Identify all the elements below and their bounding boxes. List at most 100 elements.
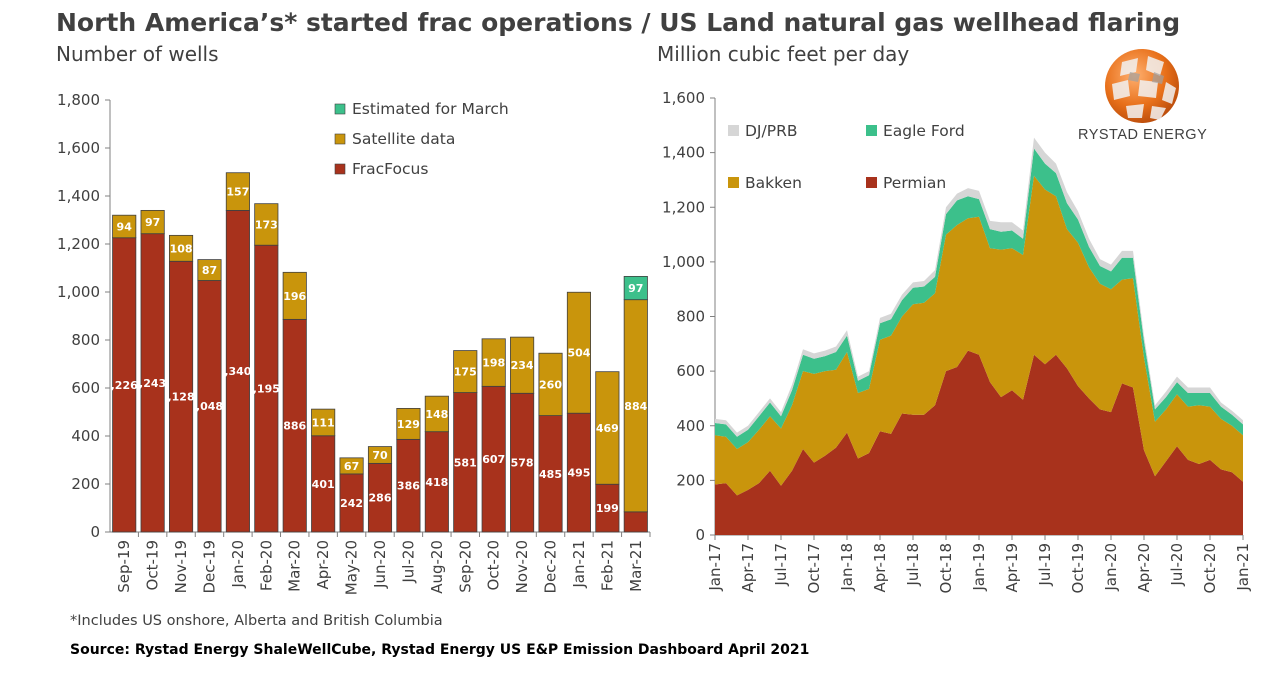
legend-item: Bakken <box>728 174 802 192</box>
right-x-tick-label: Jul-20 <box>1168 543 1186 587</box>
gas-flaring-area-chart: 0 200 400 600 800 1,000 1,200 1,400 1,600 Jan-17… <box>662 89 1252 593</box>
left-x-tick-label: Sep-19 <box>115 540 133 593</box>
left-x-tick-label: Jan-20 <box>229 540 247 589</box>
rystad-globe-logo-icon <box>1105 49 1179 123</box>
left-x-tick-label: Nov-20 <box>513 540 531 593</box>
data-label-fracfocus: ,128 <box>167 391 194 404</box>
legend-swatch <box>866 177 877 188</box>
data-label-satellite: 108 <box>170 242 193 255</box>
source-note: Source: Rystad Energy ShaleWellCube, Rys… <box>70 642 810 658</box>
right-x-tick-label: Apr-18 <box>871 543 889 593</box>
left-x-tick-label: Nov-19 <box>172 540 190 593</box>
data-label-estimated: 97 <box>628 282 643 295</box>
right-x-tick-label: Jul-17 <box>772 543 790 587</box>
right-x-tick-label: Apr-19 <box>1003 543 1021 593</box>
left-x-tick-label: Feb-20 <box>257 540 275 591</box>
right-y-tick-label: 1,400 <box>662 144 705 162</box>
data-label-fracfocus: 401 <box>312 478 335 491</box>
data-label-satellite: 87 <box>202 264 217 277</box>
area-bakken <box>715 175 1243 496</box>
right-x-tick-label: Jan-20 <box>1102 543 1120 592</box>
data-label-satellite: 234 <box>511 359 534 372</box>
right-y-tick-label: 1,600 <box>662 89 705 107</box>
data-label-fracfocus: ,226 <box>111 379 138 392</box>
bar-satellite <box>510 336 535 394</box>
bar-satellite <box>566 291 592 414</box>
bar-satellite <box>453 350 478 393</box>
left-x-tick-label: Jul-20 <box>399 540 417 584</box>
right-areas <box>715 137 1243 535</box>
left-x-tick-label: Dec-19 <box>200 540 218 594</box>
left-x-tick-label: Oct-20 <box>485 540 503 590</box>
data-label-satellite: 198 <box>482 357 505 370</box>
data-label-satellite: 129 <box>397 418 420 431</box>
right-y-tick-label: 0 <box>695 526 705 544</box>
right-y-tick-label: 800 <box>676 308 705 326</box>
logo-text: RYSTAD ENERGY <box>1078 127 1208 143</box>
right-x-tick-label: Apr-20 <box>1135 543 1153 593</box>
data-label-satellite: 260 <box>539 378 562 391</box>
legend-item: DJ/PRB <box>728 122 797 140</box>
data-label-fracfocus: 242 <box>340 497 363 510</box>
left-x-tick-label: Sep-20 <box>456 540 474 593</box>
left-y-tick-label: 400 <box>71 427 100 445</box>
left-y-tick-label: 1,400 <box>57 187 100 205</box>
legend-label: Permian <box>883 174 946 192</box>
legend-item: Permian <box>866 174 946 192</box>
left-x-tick-label: Apr-20 <box>314 540 332 590</box>
data-label-fracfocus: ,195 <box>253 383 280 396</box>
left-x-tick-label: May-20 <box>343 540 361 595</box>
data-label-satellite: 469 <box>596 422 619 435</box>
data-label-fracfocus: 578 <box>511 457 534 470</box>
data-label-satellite: 196 <box>283 290 306 303</box>
left-x-tick-label: Jan-21 <box>570 540 588 589</box>
right-legend: DJ/PRB Eagle Ford Bakken Permian <box>728 122 965 192</box>
data-label-satellite: 94 <box>117 220 133 233</box>
data-label-fracfocus: 418 <box>425 476 448 489</box>
left-x-tick-label: Aug-20 <box>428 540 446 594</box>
legend-label: Eagle Ford <box>883 122 965 140</box>
right-x-tick-label: Oct-18 <box>937 543 955 593</box>
right-x-tick-label: Oct-17 <box>805 543 823 593</box>
area-permian <box>715 350 1243 535</box>
bar-satellite <box>538 352 563 417</box>
right-y-tick-label: 1,200 <box>662 198 705 216</box>
bar-satellite <box>112 214 137 239</box>
area-eagle-ford <box>715 148 1243 449</box>
right-x-axis: Jan-17 Apr-17 Jul-17 Oct-17 Jan-18 Apr-18 Jul-… <box>706 535 1252 593</box>
data-label-fracfocus: ,048 <box>196 400 223 413</box>
legend-swatch <box>334 103 346 115</box>
legend-label: Satellite data <box>352 130 455 148</box>
left-x-tick-label: Mar-21 <box>627 540 645 592</box>
left-y-tick-label: 1,000 <box>57 283 100 301</box>
data-label-satellite: 67 <box>344 460 359 473</box>
right-chart-subtitle: Million cubic feet per day <box>657 42 910 66</box>
data-label-fracfocus: 485 <box>539 468 562 481</box>
bar-satellite <box>595 371 620 485</box>
bar-satellite <box>140 209 165 235</box>
data-label-fracfocus: ,243 <box>139 377 166 390</box>
right-x-tick-label: Jul-19 <box>1036 543 1054 587</box>
legend-label: DJ/PRB <box>745 122 797 140</box>
right-y-tick-label: 400 <box>676 417 705 435</box>
data-label-satellite: 148 <box>425 408 448 421</box>
data-label-fracfocus: 495 <box>567 467 590 480</box>
legend-swatch <box>334 163 346 175</box>
bar-satellite <box>339 457 364 475</box>
bar-satellite <box>282 271 307 320</box>
right-x-tick-label: Jan-21 <box>1234 543 1252 592</box>
area-dj-prb <box>715 137 1243 437</box>
legend-label: Bakken <box>745 174 802 192</box>
legend-item: Satellite data <box>334 130 455 148</box>
bar-satellite <box>254 203 279 246</box>
left-x-tick-label: Feb-21 <box>598 540 616 591</box>
legend-item: Estimated for March <box>334 100 509 118</box>
bar-satellite <box>367 446 393 464</box>
left-x-tick-label: Oct-19 <box>144 540 162 590</box>
left-y-tick-label: 1,800 <box>57 91 100 109</box>
legend-swatch <box>334 133 346 145</box>
data-label-fracfocus: 581 <box>454 456 477 469</box>
data-label-satellite: 111 <box>312 416 335 429</box>
left-x-axis: Sep-19 Oct-19 Nov-19 Dec-19 Jan-20 Feb-20 Mar-… <box>115 532 651 595</box>
right-y-tick-label: 1,000 <box>662 253 705 271</box>
